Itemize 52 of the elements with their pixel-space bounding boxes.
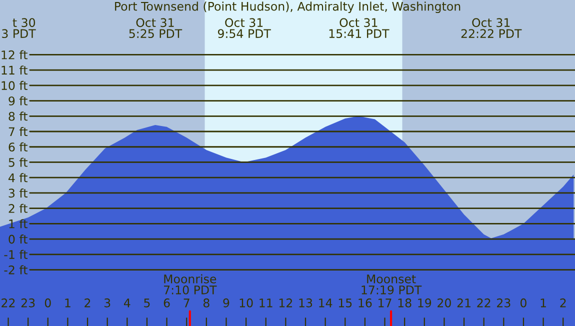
x-tick-label: 17 bbox=[378, 298, 392, 308]
x-tick-label: 22 bbox=[2, 298, 15, 308]
x-tick-label: 1 bbox=[65, 298, 70, 308]
x-tick-label: 8 bbox=[203, 298, 210, 308]
y-tick-label: 0 ft bbox=[8, 234, 28, 244]
y-tick-label: 12 ft bbox=[2, 50, 28, 60]
x-tick-label: 13 bbox=[299, 298, 312, 308]
x-tick-label: 11 bbox=[260, 298, 272, 308]
y-tick-label: 7 ft bbox=[8, 127, 28, 136]
y-tick-label: 10 ft bbox=[2, 80, 28, 90]
x-tick-label: 1 bbox=[540, 298, 546, 308]
x-tick-label: 2 bbox=[84, 298, 90, 308]
x-tick-label: 23 bbox=[497, 298, 510, 308]
annotation: Oct 31 9:54 PDT bbox=[218, 18, 271, 38]
x-tick-label: 16 bbox=[358, 298, 372, 308]
x-tick-label: 20 bbox=[438, 298, 451, 308]
x-tick-label: 0 bbox=[520, 298, 526, 308]
ref-line-label: Moonrise 7:10 PDT bbox=[164, 274, 217, 294]
ref-line-label: Moonset 17:19 PDT bbox=[362, 274, 422, 294]
x-tick-label: 3 bbox=[104, 298, 110, 308]
x-tick-label: 4 bbox=[124, 298, 130, 308]
x-tick-label: 6 bbox=[164, 298, 170, 308]
y-tick-label: 6 ft bbox=[8, 142, 28, 152]
y-tick-label: 1 ft bbox=[9, 219, 28, 228]
x-tick-label: 2 bbox=[560, 298, 566, 308]
annotation: Oct 31 22:22 PDT bbox=[461, 18, 522, 38]
annotation: Oct 31 15:41 PDT bbox=[329, 18, 390, 38]
annotation: t 30 3 PDT bbox=[2, 18, 36, 38]
x-tick-label: 10 bbox=[240, 298, 253, 308]
y-tick-label: 4 ft bbox=[8, 173, 28, 182]
y-tick-label: 9 ft bbox=[8, 96, 28, 106]
y-tick-label: 5 ft bbox=[8, 158, 28, 167]
x-tick-label: 19 bbox=[418, 298, 432, 308]
x-tick-label: 5 bbox=[144, 298, 150, 308]
y-tick-label: 8 ft bbox=[8, 112, 28, 121]
x-tick-label: 0 bbox=[44, 298, 51, 308]
x-tick-label: 22 bbox=[477, 298, 490, 308]
x-tick-label: 7 bbox=[184, 298, 190, 308]
chart-title: Port Townsend (Point Hudson), Admiralty Inlet, Washington bbox=[115, 2, 460, 14]
x-tick-label: 23 bbox=[21, 298, 35, 308]
x-tick-label: 21 bbox=[457, 298, 470, 308]
y-tick-label: 2 ft bbox=[8, 204, 28, 213]
x-tick-label: 9 bbox=[223, 298, 230, 308]
y-tick-label: -2 ft bbox=[4, 265, 28, 274]
annotation: Oct 31 5:25 PDT bbox=[129, 18, 182, 38]
y-tick-label: -1 ft bbox=[4, 250, 28, 259]
x-tick-label: 12 bbox=[279, 298, 292, 308]
y-tick-label: 3 ft bbox=[8, 188, 28, 198]
x-tick-label: 14 bbox=[319, 298, 332, 308]
y-tick-label: 11 ft bbox=[2, 66, 28, 75]
x-tick-label: 15 bbox=[338, 298, 352, 308]
x-tick-label: 18 bbox=[398, 298, 412, 308]
